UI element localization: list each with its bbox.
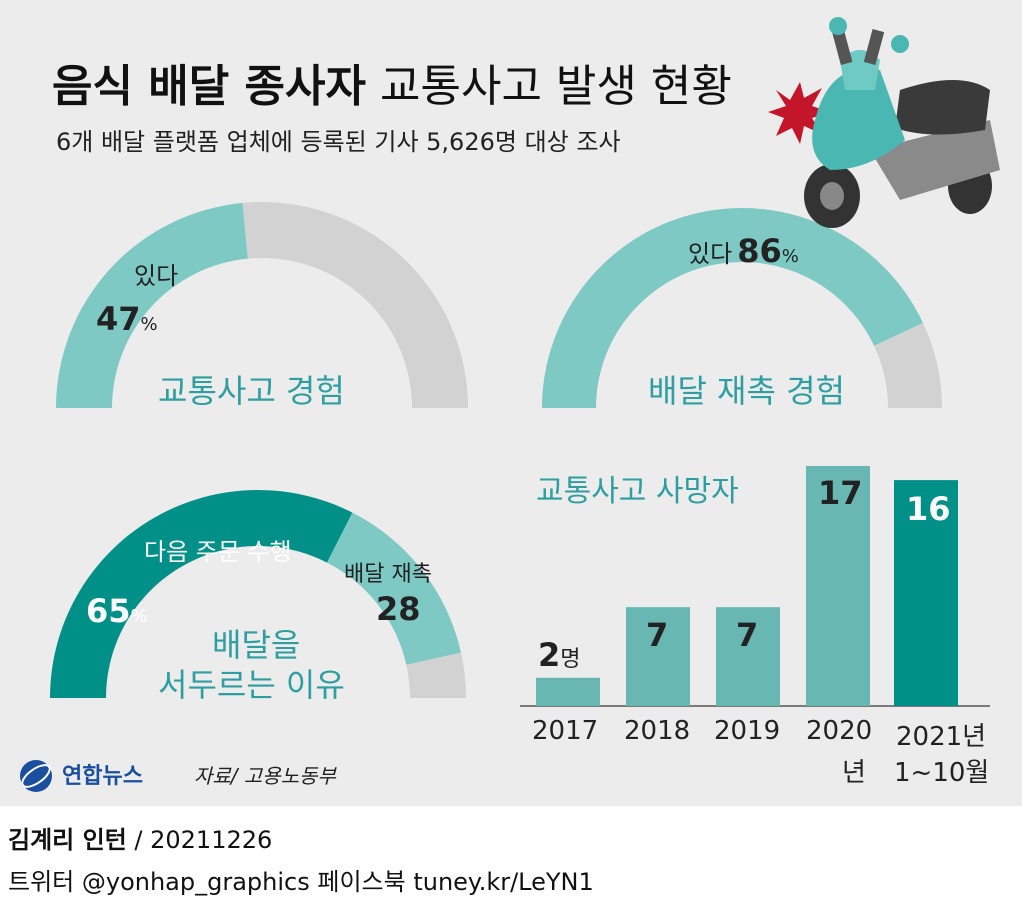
gauge-accident-answer: 있다 [134,262,179,290]
gauge-reason-next-order-arc [50,490,353,698]
tick-label-2020-unit: 년 [842,758,866,788]
source-note: 자료/ 고용노동부 [194,764,336,788]
tick-label-2021-period: 1~10월 [894,758,990,788]
gauge-reason-seg2-label: 배달 재촉 [344,562,432,587]
tick-label-2020: 2020 [806,716,873,746]
yonhap-logo-icon [20,760,52,792]
bar-value-2017: 2 [538,636,561,674]
bar-value-label-2017: 2명 [538,636,581,674]
gauge-reason-other-arc [406,652,466,698]
brand-name: 연합뉴스 [62,764,143,789]
gauge-reason-rush-arc [327,512,461,665]
page-title: 음식 배달 종사자 교통사고 발생 현황 [52,50,732,114]
tick-label-2021: 2021년 [896,722,987,752]
gauge-rush-label: 배달 재촉 경험 [648,372,845,410]
gauge-accident-value: 47% [96,300,158,338]
tick-label-2018: 2018 [624,716,691,746]
gauge-reason-seg1-value: 65% [86,592,148,630]
title-bold: 음식 배달 종사자 [52,61,366,112]
footer-date: / 20211226 [126,826,273,854]
bar-2019 [716,607,780,706]
gauge-rush-value: 있다 86% [688,232,799,270]
gauge-accident-no-arc [242,202,468,408]
scooter-illustration [768,17,1000,228]
footer-social: 트위터 @yonhap_graphics 페이스북 tuney.kr/LeYN1 [8,868,594,896]
gauge-accident-yes-arc [56,202,248,408]
gauge-accident-value-number: 47 [96,300,141,338]
gauge-accident-label: 교통사고 경험 [158,372,345,410]
gauge-reason-seg1-unit: % [130,606,148,627]
bar-value-2019: 7 [736,616,759,654]
gauge-accident-unit: % [140,314,158,335]
graphics-svg [20,17,1000,792]
bar-2021 [894,480,958,706]
gauge-rush-value-number: 86 [737,232,782,270]
subtitle: 6개 배달 플랫폼 업체에 등록된 기사 5,626명 대상 조사 [56,128,621,156]
bar-value-2021: 16 [906,490,951,528]
gauge-reason-label-line2: 서두르는 이유 [158,666,345,704]
bar-value-unit: 명 [560,647,581,672]
tick-label-2019: 2019 [714,716,781,746]
bar-value-2020: 17 [818,474,863,512]
gauge-reason-seg2-value: 28 [376,590,421,628]
bar-2017 [536,677,600,706]
bar-2018 [626,607,690,706]
footer-author: 김계리 인턴 [8,826,127,854]
gauge-rush-yes-arc [542,208,923,408]
gauge-rush-answer: 있다 [688,240,733,268]
bar-chart-title: 교통사고 사망자 [536,474,739,509]
title-rest: 교통사고 발생 현황 [380,61,732,112]
gauge-reason-seg1-label: 다음 주문 수행 [144,538,292,566]
gauge-reason-seg1-number: 65 [86,592,131,630]
footer-credit: 김계리 인턴 / 20211226 [8,820,272,855]
tick-label-2017: 2017 [532,716,599,746]
bar-value-2018: 7 [646,616,669,654]
bar-2020 [806,466,870,706]
gauge-rush-unit: % [781,246,799,267]
gauge-rush-no-arc [874,322,942,408]
gauge-reason-label-line1: 배달을 [212,626,301,664]
